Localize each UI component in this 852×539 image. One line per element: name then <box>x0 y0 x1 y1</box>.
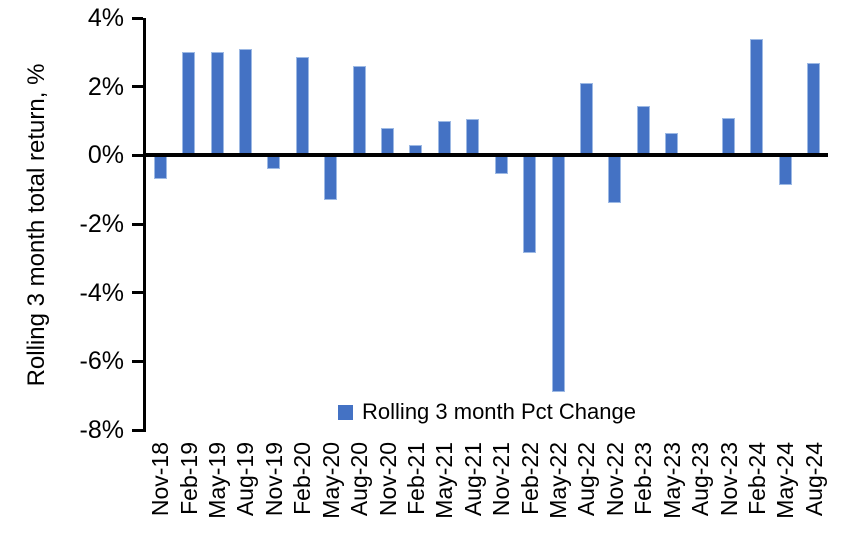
bar <box>238 48 252 156</box>
x-tick-label: Aug-23 <box>687 442 714 517</box>
y-tick-label: -6% <box>79 347 124 376</box>
y-tick-label: -2% <box>79 210 124 238</box>
y-tick-mark <box>132 153 143 157</box>
x-tick-label: Nov-18 <box>147 442 174 517</box>
bar <box>807 62 821 156</box>
x-tick-label: May-24 <box>772 442 799 519</box>
x-tick-label: Aug-24 <box>800 442 827 517</box>
x-tick-label: Aug-21 <box>459 442 486 517</box>
y-tick-mark <box>132 359 143 363</box>
y-axis-line <box>143 18 146 432</box>
x-tick-label: Feb-21 <box>402 442 429 515</box>
bar <box>778 155 792 185</box>
bar <box>523 155 537 254</box>
bar <box>494 155 508 175</box>
x-tick-label: Aug-22 <box>573 442 600 517</box>
bar <box>381 127 395 156</box>
y-tick-label: -8% <box>79 416 124 444</box>
y-tick-mark <box>132 291 143 295</box>
bar <box>153 155 167 180</box>
bar <box>551 155 565 393</box>
x-axis-zero-line <box>143 153 828 158</box>
x-tick-label: Nov-22 <box>601 442 628 517</box>
y-tick-mark <box>132 85 143 89</box>
x-tick-label: May-19 <box>204 442 231 519</box>
bar <box>636 105 650 156</box>
bar <box>437 121 451 156</box>
bar <box>665 133 679 156</box>
legend-label: Rolling 3 month Pct Change <box>362 399 636 424</box>
bar <box>210 52 224 156</box>
y-tick-mark <box>132 16 143 20</box>
bar <box>722 117 736 156</box>
bar <box>324 155 338 200</box>
x-tick-label: Nov-19 <box>260 442 287 517</box>
bar <box>182 52 196 156</box>
x-tick-label: Feb-22 <box>516 442 543 515</box>
bar <box>750 38 764 156</box>
bar <box>267 155 281 170</box>
x-tick-label: Feb-24 <box>743 442 770 515</box>
x-tick-label: Feb-23 <box>630 442 657 515</box>
y-tick-label: 0% <box>87 141 124 170</box>
y-tick-label: 4% <box>87 4 124 32</box>
bar <box>295 57 309 156</box>
x-tick-label: May-23 <box>658 442 685 519</box>
y-tick-label: 2% <box>87 72 124 101</box>
x-tick-label: Aug-19 <box>232 442 259 517</box>
bar <box>466 119 480 156</box>
legend-swatch-icon <box>338 404 354 420</box>
x-tick-label: May-22 <box>545 442 572 519</box>
x-tick-label: Nov-23 <box>715 442 742 517</box>
x-tick-label: Nov-20 <box>374 442 401 517</box>
x-tick-label: Feb-19 <box>175 442 202 515</box>
y-tick-label: -4% <box>79 278 124 307</box>
x-tick-label: Feb-20 <box>289 442 316 515</box>
x-tick-label: Aug-20 <box>346 442 373 517</box>
bar <box>352 66 366 156</box>
x-tick-label: Nov-21 <box>488 442 515 517</box>
x-tick-label: May-20 <box>317 442 344 519</box>
x-tick-label: May-21 <box>431 442 458 519</box>
y-tick-mark <box>132 222 143 226</box>
bar <box>579 83 593 156</box>
bar <box>608 155 622 204</box>
legend: Rolling 3 month Pct Change <box>146 399 828 425</box>
y-tick-mark <box>132 428 143 432</box>
